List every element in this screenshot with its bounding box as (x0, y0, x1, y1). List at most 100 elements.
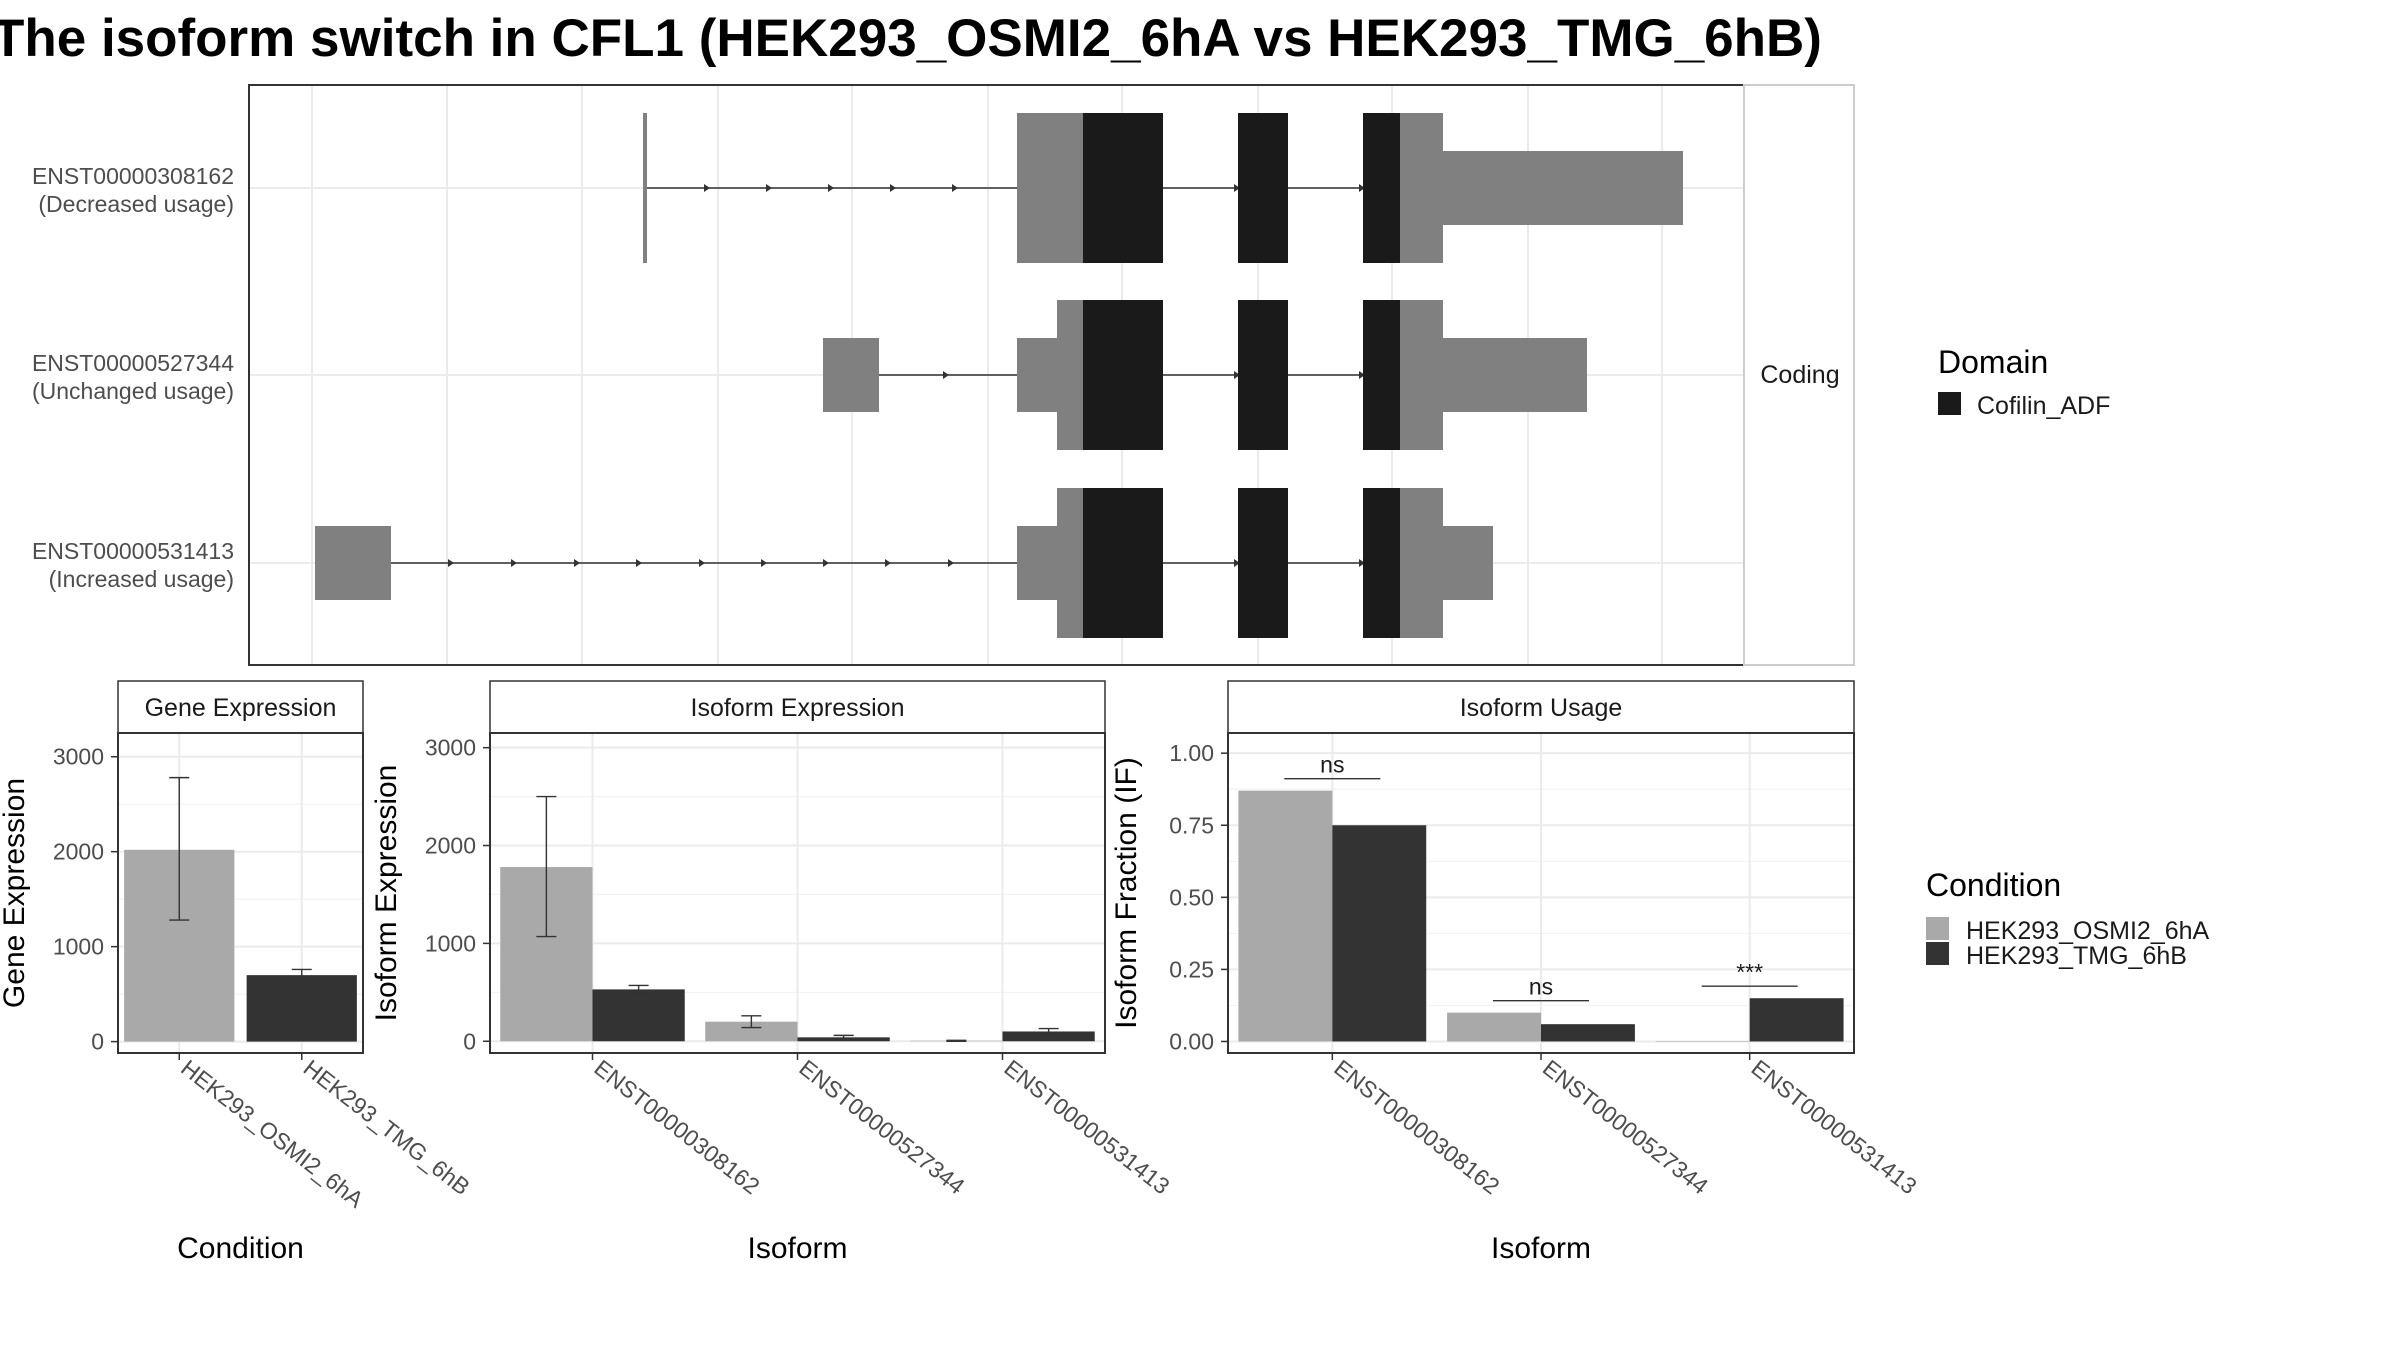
panel-isoform-expression: Isoform Expression 0 1000 2000 3000 ENST00000… (370, 680, 1175, 1265)
bar-HEK293_OSMI2_6hA-ENST00000308162 (1238, 790, 1333, 1042)
transcript-structure-panel: ENST00000308162(Decreased usage) ENST0000… (32, 84, 1855, 666)
intron-direction-arrow (890, 184, 896, 192)
condition-legend-key-a (1926, 917, 1949, 940)
condition-legend-key-b (1926, 942, 1949, 965)
y-tick-label: 1.00 (1169, 740, 1214, 766)
panel-strip-label: Gene Expression (145, 694, 337, 722)
x-axis-title: Condition (177, 1232, 304, 1265)
intron-direction-arrow (948, 559, 954, 567)
bar-HEK293_TMG_6hB-ENST00000527344 (1541, 1024, 1635, 1042)
cofilin-adf-domain-block (1083, 488, 1163, 638)
coding-facet-strip (1743, 84, 1855, 666)
y-axis-title: Isoform Expression (370, 765, 403, 1022)
coding-exon-block (1400, 488, 1443, 638)
intron-direction-arrow (885, 559, 891, 567)
structure-row-labels: ENST00000308162(Decreased usage) ENST0000… (32, 163, 234, 592)
panel-gene-expression: Gene Expression0100020003000HEK293_OSMI2… (0, 680, 475, 1265)
panel-strip (489, 680, 1106, 734)
y-tick-label: 0.75 (1169, 812, 1214, 838)
significance-label: ns (1320, 752, 1344, 778)
x-tick-label-ENST00000531413: ENST00000531413 (999, 1054, 1174, 1199)
cofilin-adf-domain-block (1083, 113, 1163, 263)
domain-legend-title: Domain (1938, 344, 2048, 380)
intron-direction-arrow (766, 184, 772, 192)
panel-strip-label: Isoform Expression (691, 694, 905, 722)
condition-legend-item-a: HEK293_OSMI2_6hA (1966, 917, 2210, 945)
transcript-usage-label: (Decreased usage) (38, 191, 234, 217)
cofilin-adf-domain-block (1238, 113, 1288, 263)
intron-direction-arrow (828, 184, 834, 192)
cofilin-adf-domain-block (1363, 113, 1400, 263)
transcript-usage-label: (Increased usage) (49, 566, 234, 592)
domain-legend: Domain Cofilin_ADF (1938, 344, 2110, 420)
start-marker (643, 113, 647, 263)
intron-direction-arrow (448, 559, 454, 567)
cofilin-adf-domain-block (1238, 300, 1288, 450)
utr-block (1443, 151, 1683, 225)
y-axis-title: Isoform Fraction (IF) (1110, 757, 1143, 1029)
coding-exon-block (1057, 488, 1083, 638)
utr-block (823, 338, 879, 412)
intron-direction-arrow (1359, 371, 1365, 379)
bar-HEK293_TMG_6hB-ENST00000308162 (592, 989, 685, 1042)
intron-direction-arrow (1234, 559, 1240, 567)
intron-direction-arrow (636, 559, 642, 567)
bar-HEK293_OSMI2_6hA-ENST00000527344 (1447, 1012, 1541, 1042)
bar-HEK293_TMG_6hB-ENST00000308162 (1332, 825, 1427, 1042)
bar-HEK293_TMG_6hB-ENST00000531413 (1749, 998, 1844, 1042)
utr-block (1443, 338, 1587, 412)
bar-panels: Gene Expression0100020003000HEK293_OSMI2… (0, 680, 1922, 1265)
x-tick-label-ENST00000308162: ENST00000308162 (1329, 1054, 1504, 1199)
intron-direction-arrow (952, 184, 958, 192)
bar-HEK293_OSMI2_6hA-ENST00000531413 (1655, 1041, 1750, 1042)
intron-direction-arrow (1234, 184, 1240, 192)
y-tick-label: 3000 (425, 735, 476, 761)
y-tick-label: 3000 (53, 744, 104, 770)
x-axis-title: Isoform (1491, 1232, 1591, 1265)
intron-direction-arrow (761, 559, 767, 567)
cofilin-adf-domain-block (1083, 300, 1163, 450)
bar-HEK293_TMG_6hB (246, 975, 357, 1042)
y-tick-label: 0.50 (1169, 884, 1214, 910)
x-tick-label-ENST00000527344: ENST00000527344 (1538, 1054, 1713, 1199)
cofilin-adf-domain-block (1238, 488, 1288, 638)
domain-legend-item-cofilin-adf: Cofilin_ADF (1977, 392, 2110, 420)
coding-exon-block (1400, 113, 1443, 263)
intron-direction-arrow (704, 184, 710, 192)
panel-frame (117, 732, 364, 1054)
y-tick-label: 0.00 (1169, 1028, 1214, 1054)
significance-label: *** (1736, 959, 1763, 985)
panel-isoform-usage: Isoform Usage ns ns *** 0.00 0.25 0.50 0.75 1.00… (1110, 680, 1922, 1265)
transcript-label-ENST00000308162: ENST00000308162 (32, 163, 234, 189)
x-tick-label-ENST00000308162: ENST00000308162 (589, 1054, 764, 1199)
y-tick-label: 1000 (53, 934, 104, 960)
utr-block (1443, 526, 1493, 600)
intron-direction-arrow (1234, 371, 1240, 379)
bar-HEK293_OSMI2_6hA-ENST00000527344 (705, 1021, 798, 1042)
transcript-usage-label: (Unchanged usage) (32, 378, 234, 404)
bar-HEK293_TMG_6hB-ENST00000531413 (1002, 1031, 1095, 1042)
intron-direction-arrow (943, 371, 949, 379)
intron-direction-arrow (1359, 559, 1365, 567)
intron-direction-arrow (511, 559, 517, 567)
figure-title: The isoform switch in CFL1 (HEK293_OSMI2… (0, 9, 1822, 68)
transcript-label-ENST00000531413: ENST00000531413 (32, 538, 234, 564)
condition-legend-title: Condition (1926, 867, 2061, 903)
y-tick-label: 0 (463, 1028, 476, 1054)
y-tick-label: 0.25 (1169, 956, 1214, 982)
y-axis-title: Gene Expression (0, 778, 31, 1008)
intron-direction-arrow (823, 559, 829, 567)
cofilin-adf-domain-block (1363, 300, 1400, 450)
coding-exon-block (1057, 300, 1083, 450)
intron-direction-arrow (1359, 184, 1365, 192)
condition-legend: Condition HEK293_OSMI2_6hA HEK293_TMG_6h… (1926, 867, 2210, 970)
coding-facet-label: Coding (1760, 361, 1839, 389)
y-tick-label: 2000 (53, 839, 104, 865)
panel-strip-label: Isoform Usage (1460, 694, 1623, 722)
x-tick-label-ENST00000527344: ENST00000527344 (794, 1054, 969, 1199)
coding-exon-block (1400, 300, 1443, 450)
panel-strip (1227, 680, 1855, 734)
cofilin-adf-domain-block (1363, 488, 1400, 638)
y-tick-label: 2000 (425, 833, 476, 859)
